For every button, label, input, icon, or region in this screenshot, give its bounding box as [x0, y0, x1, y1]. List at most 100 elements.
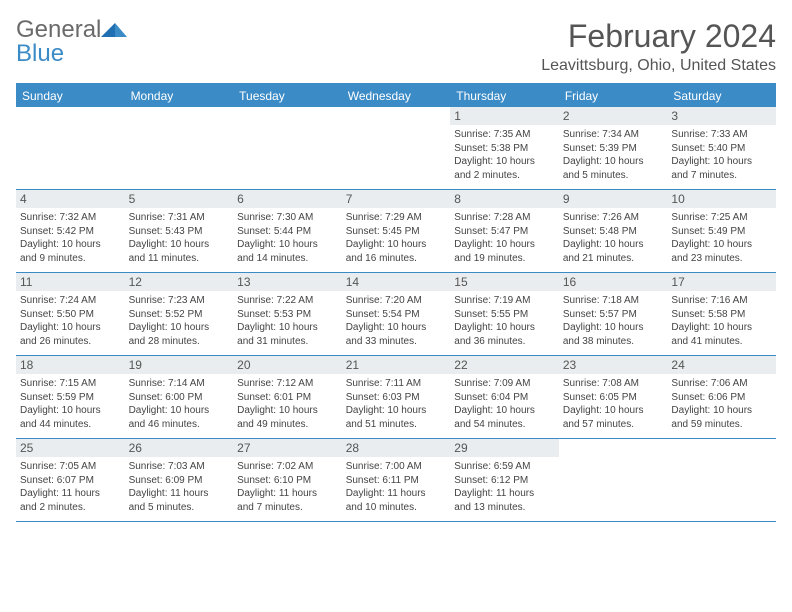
day-cell: [559, 439, 668, 521]
daylight-line1: Daylight: 10 hours: [454, 321, 555, 335]
sunrise: Sunrise: 7:33 AM: [671, 128, 772, 142]
day-cell: 29Sunrise: 6:59 AMSunset: 6:12 PMDayligh…: [450, 439, 559, 521]
sunset: Sunset: 6:06 PM: [671, 391, 772, 405]
sunrise: Sunrise: 7:29 AM: [346, 211, 447, 225]
day-number: 13: [233, 273, 342, 291]
day-number: 24: [667, 356, 776, 374]
daylight-line1: Daylight: 10 hours: [454, 404, 555, 418]
week-row: 18Sunrise: 7:15 AMSunset: 5:59 PMDayligh…: [16, 356, 776, 439]
sunrise: Sunrise: 7:02 AM: [237, 460, 338, 474]
day-cell: 12 Sunrise: 7:23 AMSunset: 5:52 PMDayligh…: [125, 273, 234, 355]
day-cell: 20Sunrise: 7:12 AMSunset: 6:01 PMDayligh…: [233, 356, 342, 438]
sunset: Sunset: 5:49 PM: [671, 225, 772, 239]
day-cell: 18Sunrise: 7:15 AMSunset: 5:59 PMDayligh…: [16, 356, 125, 438]
sunset: Sunset: 5:40 PM: [671, 142, 772, 156]
daylight-line2: and 19 minutes.: [454, 252, 555, 266]
day-number: 27: [233, 439, 342, 457]
sunrise: Sunrise: 7:30 AM: [237, 211, 338, 225]
sunrise: Sunrise: 7:31 AM: [129, 211, 230, 225]
dayname-row: Sunday Monday Tuesday Wednesday Thursday…: [16, 85, 776, 107]
day-cell: [342, 107, 451, 189]
daylight-line1: Daylight: 10 hours: [129, 404, 230, 418]
daylight-line2: and 5 minutes.: [129, 501, 230, 515]
weeks: 1Sunrise: 7:35 AMSunset: 5:38 PMDaylight…: [16, 107, 776, 522]
day-cell: 16 Sunrise: 7:18 AMSunset: 5:57 PMDayligh…: [559, 273, 668, 355]
daylight-line2: and 31 minutes.: [237, 335, 338, 349]
day-info: Sunrise: 7:03 AMSunset: 6:09 PMDaylight:…: [129, 460, 230, 514]
day-number: 22: [450, 356, 559, 374]
day-cell: 19Sunrise: 7:14 AMSunset: 6:00 PMDayligh…: [125, 356, 234, 438]
sunset: Sunset: 6:03 PM: [346, 391, 447, 405]
day-info: Sunrise: 7:22 AMSunset: 5:53 PMDaylight:…: [237, 294, 338, 348]
daylight-line1: Daylight: 10 hours: [671, 321, 772, 335]
day-number: 17: [667, 273, 776, 291]
day-info: Sunrise: 7:25 AMSunset: 5:49 PMDaylight:…: [671, 211, 772, 265]
daylight-line1: Daylight: 10 hours: [563, 404, 664, 418]
daylight-line2: and 49 minutes.: [237, 418, 338, 432]
day-info: Sunrise: 7:02 AMSunset: 6:10 PMDaylight:…: [237, 460, 338, 514]
dayname: Thursday: [450, 85, 559, 107]
day-cell: 3Sunrise: 7:33 AMSunset: 5:40 PMDaylight…: [667, 107, 776, 189]
daylight-line1: Daylight: 10 hours: [454, 155, 555, 169]
day-info: Sunrise: 7:31 AMSunset: 5:43 PMDaylight:…: [129, 211, 230, 265]
sunrise: Sunrise: 7:11 AM: [346, 377, 447, 391]
day-cell: [125, 107, 234, 189]
sunset: Sunset: 6:07 PM: [20, 474, 121, 488]
day-number: 20: [233, 356, 342, 374]
day-cell: 23Sunrise: 7:08 AMSunset: 6:05 PMDayligh…: [559, 356, 668, 438]
day-number: 18: [16, 356, 125, 374]
sunrise: Sunrise: 7:24 AM: [20, 294, 121, 308]
sunrise: Sunrise: 7:08 AM: [563, 377, 664, 391]
day-info: Sunrise: 6:59 AMSunset: 6:12 PMDaylight:…: [454, 460, 555, 514]
day-number: 4: [16, 190, 125, 208]
daylight-line1: Daylight: 10 hours: [671, 238, 772, 252]
daylight-line2: and 26 minutes.: [20, 335, 121, 349]
sunset: Sunset: 5:42 PM: [20, 225, 121, 239]
calendar: Sunday Monday Tuesday Wednesday Thursday…: [16, 83, 776, 522]
day-number: 16: [559, 273, 668, 291]
header: General Blue February 2024 Leavittsburg,…: [16, 18, 776, 75]
sunset: Sunset: 6:09 PM: [129, 474, 230, 488]
daylight-line2: and 2 minutes.: [20, 501, 121, 515]
day-cell: 4 Sunrise: 7:32 AMSunset: 5:42 PMDaylight…: [16, 190, 125, 272]
daylight-line2: and 59 minutes.: [671, 418, 772, 432]
daylight-line1: Daylight: 11 hours: [454, 487, 555, 501]
day-info: Sunrise: 7:09 AMSunset: 6:04 PMDaylight:…: [454, 377, 555, 431]
day-number: 21: [342, 356, 451, 374]
daylight-line2: and 5 minutes.: [563, 169, 664, 183]
daylight-line1: Daylight: 10 hours: [671, 155, 772, 169]
dayname: Monday: [125, 85, 234, 107]
daylight-line1: Daylight: 10 hours: [563, 321, 664, 335]
sunset: Sunset: 5:50 PM: [20, 308, 121, 322]
daylight-line1: Daylight: 10 hours: [671, 404, 772, 418]
sunset: Sunset: 5:53 PM: [237, 308, 338, 322]
daylight-line2: and 54 minutes.: [454, 418, 555, 432]
sunrise: Sunrise: 7:18 AM: [563, 294, 664, 308]
sunrise: Sunrise: 7:34 AM: [563, 128, 664, 142]
daylight-line2: and 10 minutes.: [346, 501, 447, 515]
logo-word1: General: [16, 16, 101, 43]
sunrise: Sunrise: 7:20 AM: [346, 294, 447, 308]
sunset: Sunset: 6:11 PM: [346, 474, 447, 488]
sunset: Sunset: 5:45 PM: [346, 225, 447, 239]
daylight-line1: Daylight: 11 hours: [346, 487, 447, 501]
sunset: Sunset: 5:48 PM: [563, 225, 664, 239]
week-row: 4 Sunrise: 7:32 AMSunset: 5:42 PMDaylight…: [16, 190, 776, 273]
day-info: Sunrise: 7:05 AMSunset: 6:07 PMDaylight:…: [20, 460, 121, 514]
day-number: 2: [559, 107, 668, 125]
day-info: Sunrise: 7:20 AMSunset: 5:54 PMDaylight:…: [346, 294, 447, 348]
day-cell: 26Sunrise: 7:03 AMSunset: 6:09 PMDayligh…: [125, 439, 234, 521]
sunset: Sunset: 5:57 PM: [563, 308, 664, 322]
daylight-line2: and 7 minutes.: [237, 501, 338, 515]
day-cell: 28Sunrise: 7:00 AMSunset: 6:11 PMDayligh…: [342, 439, 451, 521]
sunrise: Sunrise: 7:12 AM: [237, 377, 338, 391]
location: Leavittsburg, Ohio, United States: [541, 57, 776, 75]
day-number: 19: [125, 356, 234, 374]
day-info: Sunrise: 7:23 AMSunset: 5:52 PMDaylight:…: [129, 294, 230, 348]
day-info: Sunrise: 7:32 AMSunset: 5:42 PMDaylight:…: [20, 211, 121, 265]
sunrise: Sunrise: 7:19 AM: [454, 294, 555, 308]
sunrise: Sunrise: 7:16 AM: [671, 294, 772, 308]
day-number: 12: [125, 273, 234, 291]
dayname: Tuesday: [233, 85, 342, 107]
day-cell: 22 Sunrise: 7:09 AMSunset: 6:04 PMDayligh…: [450, 356, 559, 438]
